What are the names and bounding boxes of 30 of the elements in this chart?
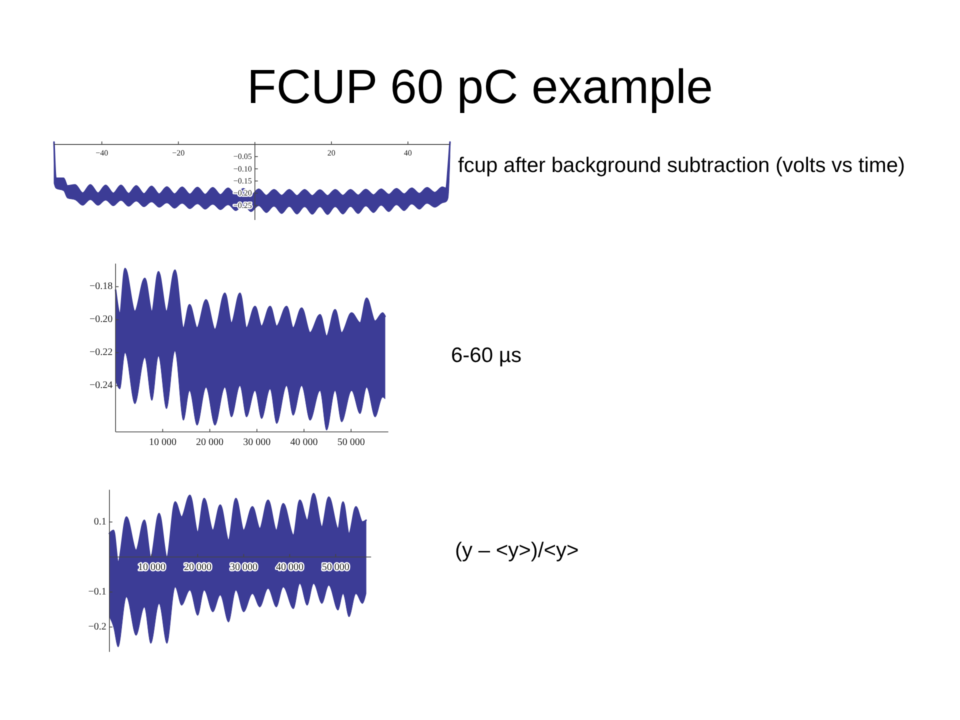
- x-tick-label: 40 000: [290, 436, 318, 448]
- x-tick-label: 30 000: [230, 562, 258, 574]
- text: fcup after background subtraction (volts vs time): [458, 154, 906, 177]
- x-tick-label: 40 000: [276, 562, 304, 574]
- text: (y – <y>)/<y>: [455, 539, 579, 562]
- y-tick-label: −0.20: [233, 188, 252, 198]
- y-tick-label: −0.22: [89, 347, 113, 358]
- y-tick-label: −0.10: [233, 164, 252, 174]
- chart-title: FCUP 60 pC example: [247, 61, 713, 114]
- y-tick-label: −0.24: [89, 380, 113, 392]
- y-tick-label: −0.15: [233, 176, 252, 186]
- x-tick-label: 10 000: [138, 562, 166, 574]
- y-tick-label: −0.2: [88, 622, 106, 633]
- y-tick-label: −0.25: [233, 200, 252, 210]
- x-tick-label: 20: [327, 148, 336, 158]
- x-tick-label: 50 000: [337, 436, 365, 448]
- x-tick-label: 20 000: [196, 436, 224, 448]
- y-tick-label: −0.05: [233, 152, 252, 162]
- x-tick-label: 10 000: [148, 436, 176, 448]
- x-tick-label: −20: [172, 148, 185, 158]
- text: 6-60 µs: [451, 344, 522, 367]
- x-tick-label: 50 000: [322, 562, 350, 574]
- y-tick-label: −0.20: [89, 314, 113, 326]
- y-tick-label: −0.18: [89, 281, 113, 292]
- x-tick-label: 20 000: [184, 562, 212, 574]
- y-tick-label: 0.1: [94, 516, 106, 528]
- y-tick-label: −0.1: [88, 586, 106, 598]
- x-tick-label: −40: [96, 148, 108, 158]
- x-tick-label: 40: [404, 148, 412, 158]
- x-tick-label: 30 000: [243, 436, 271, 448]
